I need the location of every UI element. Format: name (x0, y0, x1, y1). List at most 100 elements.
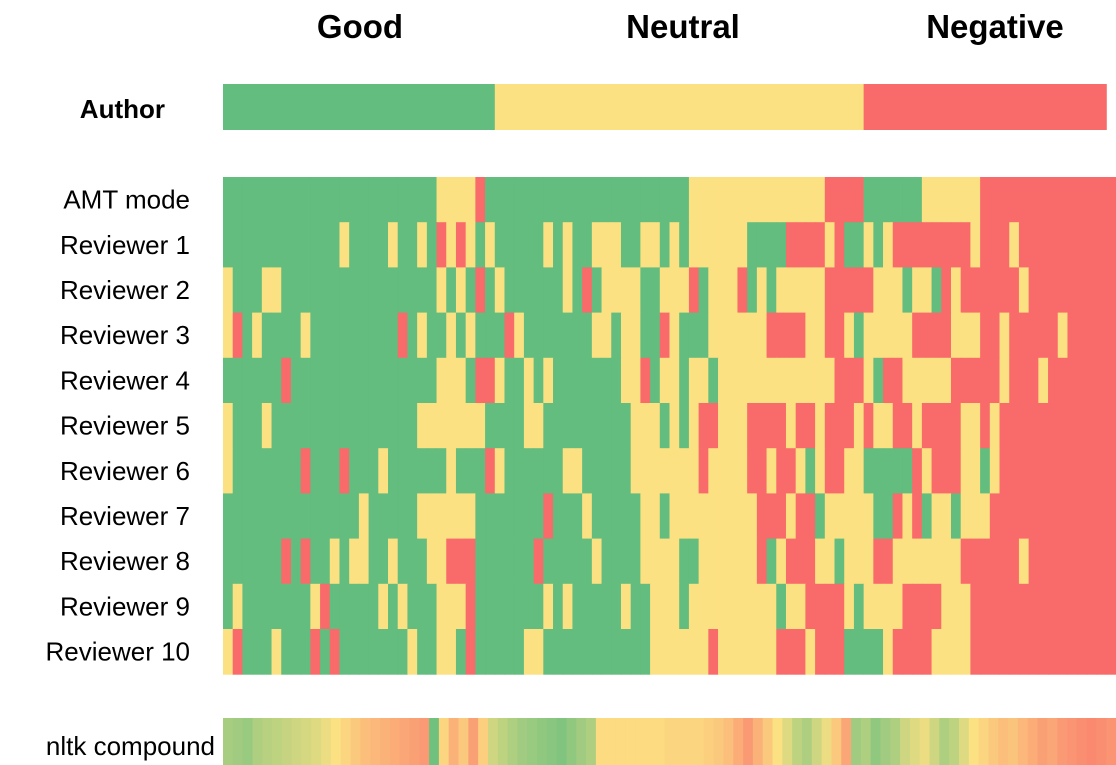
heatmap-cell (397, 583, 408, 630)
heatmap-cell (1018, 312, 1030, 359)
heatmap-cell (688, 177, 700, 223)
heatmap-cell (834, 448, 845, 494)
heatmap-cell (252, 538, 263, 585)
nltk-cell (527, 718, 538, 765)
heatmap-cell (902, 312, 913, 359)
heatmap-cell (407, 448, 418, 494)
heatmap-cell (1018, 583, 1030, 630)
heatmap-cell (844, 493, 855, 540)
nltk-cell (242, 718, 253, 765)
heatmap-cell (1077, 222, 1088, 268)
heatmap-cell (844, 448, 855, 494)
heatmap-cell (805, 583, 816, 630)
heatmap-cell (941, 267, 952, 314)
heatmap-cell (941, 357, 952, 404)
heatmap-cell (980, 357, 991, 404)
heatmap-cell (902, 222, 913, 268)
nltk-cell (389, 718, 401, 765)
heatmap-cell (494, 357, 505, 404)
heatmap-cell (436, 583, 447, 630)
heatmap-cell (1077, 583, 1088, 630)
heatmap-cell (630, 357, 641, 404)
heatmap-cell (446, 222, 457, 268)
heatmap-cell (504, 629, 515, 675)
heatmap-cell (688, 222, 700, 268)
heatmap-cell (543, 629, 554, 675)
heatmap-cell (698, 267, 709, 314)
heatmap-cell (320, 267, 331, 314)
heatmap-cell (514, 403, 525, 449)
heatmap-cell (941, 629, 952, 675)
heatmap-cell (999, 493, 1010, 540)
heatmap-cell (630, 448, 641, 494)
heatmap-cell (669, 629, 680, 675)
heatmap-cell (912, 403, 923, 449)
heatmap-cell (941, 177, 952, 223)
heatmap-cell (339, 403, 350, 449)
heatmap-cell (756, 538, 768, 585)
heatmap-cell (494, 583, 505, 630)
heatmap-cell (446, 493, 457, 540)
heatmap-cell (892, 403, 903, 449)
heatmap-cell (1057, 448, 1068, 494)
heatmap-cell (718, 267, 729, 314)
heatmap-cell (1057, 583, 1068, 630)
heatmap-cell (310, 403, 321, 449)
nltk-cell (625, 718, 636, 765)
heatmap-cell (737, 448, 748, 494)
heatmap-cell (320, 177, 331, 223)
header-good: Good (317, 8, 403, 45)
heatmap-cell (533, 583, 544, 630)
heatmap-cell (553, 222, 564, 268)
heatmap-cell (980, 177, 991, 223)
heatmap-cell (611, 583, 622, 630)
heatmap-cell (562, 267, 573, 314)
heatmap-cell (494, 629, 505, 675)
heatmap-cell (679, 583, 690, 630)
heatmap-cell (650, 583, 661, 630)
heatmap-cell (494, 177, 505, 223)
heatmap-cell (417, 177, 428, 223)
heatmap-cell (669, 448, 680, 494)
heatmap-cell (368, 357, 379, 404)
heatmap-cell (883, 222, 894, 268)
heatmap-cell (329, 629, 340, 675)
heatmap-cell (242, 177, 253, 223)
heatmap-cell (931, 222, 942, 268)
heatmap-cell (1018, 267, 1030, 314)
heatmap-cell (873, 312, 884, 359)
heatmap-cell (572, 448, 583, 494)
heatmap-cell (1048, 629, 1059, 675)
heatmap-cell (980, 403, 991, 449)
heatmap-cell (708, 312, 719, 359)
nltk-cell (556, 718, 567, 765)
heatmap-cell (873, 538, 884, 585)
nltk-cell (517, 718, 528, 765)
nltk-cell (595, 718, 607, 765)
nltk-cell (703, 718, 715, 765)
heatmap-cell (718, 357, 729, 404)
heatmap-cell (582, 583, 593, 630)
heatmap-cell (776, 403, 787, 449)
heatmap-cell (1096, 222, 1107, 268)
heatmap-cell (737, 312, 748, 359)
heatmap-cell (844, 403, 855, 449)
heatmap-cell (1028, 583, 1039, 630)
heatmap-cell (1028, 267, 1039, 314)
heatmap-cell (688, 629, 700, 675)
heatmap-cell (989, 403, 1001, 449)
heatmap-cell (970, 177, 981, 223)
heatmap-cell (281, 493, 292, 540)
heatmap-cell (737, 357, 748, 404)
heatmap-cell (950, 357, 962, 404)
heatmap-cell (669, 357, 680, 404)
heatmap-cell (708, 222, 719, 268)
nltk-cell (448, 718, 460, 765)
heatmap-cell (620, 357, 632, 404)
heatmap-cell (747, 403, 758, 449)
heatmap-cell (465, 538, 476, 585)
heatmap-cell (727, 312, 738, 359)
heatmap-cell (1096, 538, 1107, 585)
heatmap-cell (358, 403, 370, 449)
heatmap-cell (931, 493, 942, 540)
